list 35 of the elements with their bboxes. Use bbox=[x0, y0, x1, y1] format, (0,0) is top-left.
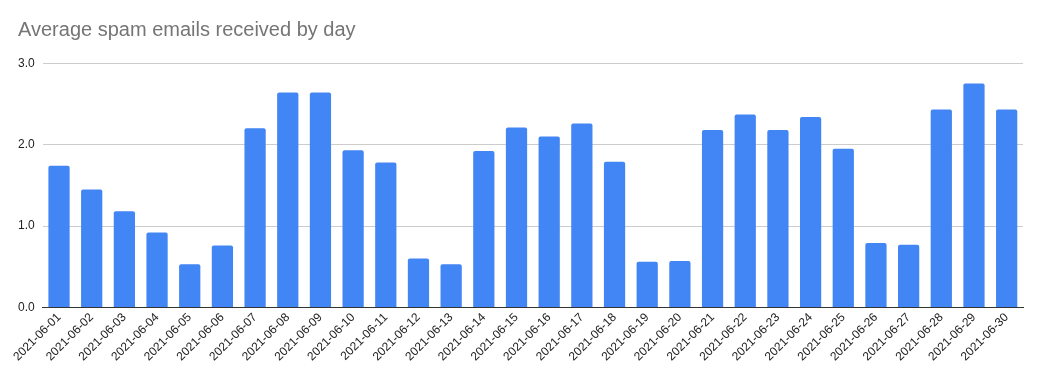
bar bbox=[865, 243, 887, 307]
bar bbox=[473, 151, 495, 307]
bar bbox=[636, 261, 658, 307]
y-tick-label: 3.0 bbox=[17, 55, 35, 70]
bar bbox=[538, 136, 560, 307]
bar bbox=[963, 83, 985, 307]
bar bbox=[342, 150, 364, 307]
bar bbox=[244, 128, 266, 307]
bar bbox=[701, 129, 724, 307]
bar bbox=[48, 165, 70, 307]
bar bbox=[407, 258, 430, 307]
bar bbox=[603, 161, 626, 307]
bar bbox=[179, 264, 201, 307]
bar bbox=[996, 109, 1018, 307]
bar bbox=[669, 261, 691, 307]
bar bbox=[930, 109, 952, 307]
bar bbox=[799, 116, 822, 307]
y-tick-label: 1.0 bbox=[17, 218, 35, 233]
bar bbox=[375, 162, 397, 307]
bar bbox=[505, 127, 528, 307]
bar bbox=[146, 232, 168, 307]
bar bbox=[277, 92, 299, 307]
bar bbox=[211, 245, 234, 307]
bar bbox=[81, 189, 103, 307]
chart-title: Average spam emails received by day bbox=[18, 18, 356, 41]
bar bbox=[309, 92, 332, 307]
bar bbox=[734, 114, 756, 307]
bar bbox=[898, 244, 920, 307]
y-tick-label: 2.0 bbox=[17, 136, 35, 151]
bar bbox=[832, 148, 854, 307]
bar bbox=[440, 264, 462, 307]
bar bbox=[767, 129, 789, 307]
bar bbox=[113, 211, 135, 307]
y-tick-label: 0.0 bbox=[17, 299, 35, 314]
bar bbox=[571, 123, 593, 307]
